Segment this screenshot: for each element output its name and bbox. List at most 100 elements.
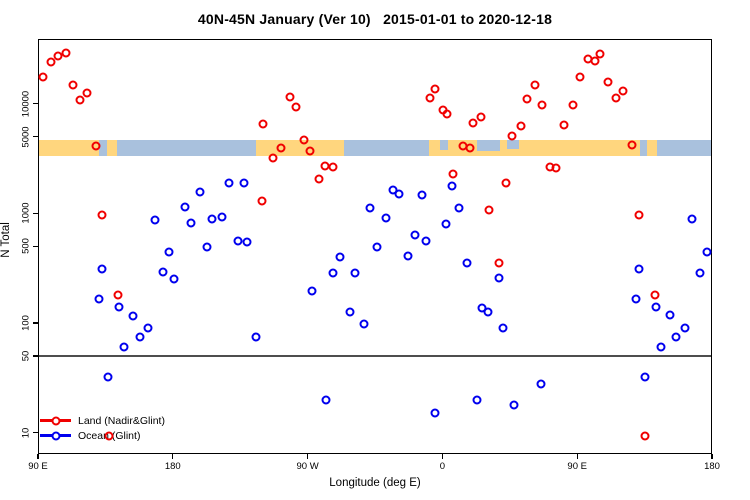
y-tick-label: 500: [20, 238, 32, 255]
y-tick: [33, 103, 38, 105]
band-land-segment: [107, 140, 117, 157]
data-point-ocean: [472, 395, 482, 405]
data-point-land: [53, 51, 63, 61]
data-point-land: [97, 210, 107, 220]
x-tick-label: 180: [704, 461, 720, 472]
data-point-ocean: [410, 230, 420, 240]
data-point-ocean: [680, 323, 690, 333]
data-point-land: [82, 88, 92, 98]
data-point-land: [258, 119, 268, 129]
band-inland-sea: [440, 140, 449, 150]
data-point-ocean: [656, 342, 666, 352]
data-point-ocean: [365, 203, 375, 213]
x-axis-title: Longitude (deg E): [329, 477, 421, 489]
data-point-land: [305, 146, 315, 156]
data-point-ocean: [119, 342, 129, 352]
data-point-ocean: [417, 190, 427, 200]
data-point-land: [113, 290, 123, 300]
data-point-ocean: [164, 247, 174, 257]
x-tick-label: 0: [439, 461, 446, 472]
data-point-ocean: [631, 294, 641, 304]
data-point-land: [299, 135, 309, 145]
chart-title: 40N-45N January (Ver 10) 2015-01-01 to 2…: [197, 11, 553, 27]
data-point-ocean: [114, 302, 124, 312]
data-point-ocean: [202, 242, 212, 252]
data-point-ocean: [702, 247, 712, 257]
data-point-ocean: [143, 323, 153, 333]
data-point-land: [320, 161, 330, 171]
data-point-ocean: [328, 268, 338, 278]
data-point-land: [430, 84, 440, 94]
data-point-ocean: [483, 307, 493, 317]
legend-line-ocean: [40, 431, 71, 440]
data-point-ocean: [239, 178, 249, 188]
data-point-ocean: [509, 400, 519, 410]
y-tick: [33, 136, 38, 138]
legend-item-land: Land (Nadir&Glint): [40, 413, 165, 428]
band-inland-sea: [507, 140, 520, 149]
legend: Land (Nadir&Glint) Ocean (Glint): [40, 413, 165, 443]
data-point-ocean: [345, 307, 355, 317]
data-point-land: [268, 153, 278, 163]
data-point-land: [627, 140, 637, 150]
data-point-land: [465, 143, 475, 153]
reference-line-50: [38, 355, 712, 357]
y-tick: [33, 322, 38, 324]
data-point-ocean: [251, 332, 261, 342]
x-tick-label: 180: [164, 461, 181, 472]
data-point-ocean: [307, 286, 317, 296]
data-point-land: [516, 121, 526, 131]
x-tick: [37, 454, 39, 459]
data-point-ocean: [135, 332, 145, 342]
data-point-land: [476, 112, 486, 122]
data-point-ocean: [381, 213, 391, 223]
data-point-ocean: [640, 372, 650, 382]
data-point-land: [75, 95, 85, 105]
legend-marker-ocean-icon: [51, 431, 60, 440]
band-land-segment: [647, 140, 658, 157]
data-point-land: [522, 94, 532, 104]
data-point-ocean: [195, 187, 205, 197]
data-point-ocean: [224, 178, 234, 188]
data-point-ocean: [217, 212, 227, 221]
legend-label-land: Land (Nadir&Glint): [78, 414, 165, 427]
data-point-ocean: [447, 181, 457, 191]
data-point-land: [551, 163, 561, 173]
data-point-land: [484, 205, 494, 215]
data-point-land: [276, 143, 286, 153]
data-point-land: [537, 100, 547, 110]
band-inland-sea: [476, 140, 501, 152]
data-point-ocean: [695, 268, 705, 278]
data-point-ocean: [359, 319, 369, 329]
data-point-land: [603, 77, 613, 87]
data-point-land: [291, 102, 301, 112]
data-point-ocean: [350, 268, 360, 278]
data-point-land: [46, 57, 56, 67]
data-point-ocean: [180, 202, 190, 212]
legend-item-ocean: Ocean (Glint): [40, 428, 165, 443]
data-point-land: [575, 72, 585, 82]
y-tick: [33, 432, 38, 434]
data-point-ocean: [158, 267, 168, 277]
data-point-ocean: [421, 236, 431, 246]
y-tick-label: 1000: [20, 202, 32, 224]
x-tick: [307, 454, 309, 459]
data-point-ocean: [671, 332, 681, 342]
data-point-land: [61, 48, 71, 58]
data-point-land: [257, 196, 267, 206]
data-point-land: [530, 80, 540, 90]
data-point-land: [328, 162, 338, 172]
data-point-land: [501, 178, 511, 188]
x-tick: [441, 454, 443, 459]
y-axis-title: N Total: [0, 222, 12, 258]
x-tick-label: 90 E: [567, 461, 587, 472]
y-tick: [33, 355, 38, 357]
data-point-ocean: [494, 273, 504, 283]
data-point-ocean: [233, 236, 243, 246]
x-tick: [172, 454, 174, 459]
data-point-ocean: [441, 219, 451, 229]
y-tick-label: 100: [20, 315, 32, 331]
data-point-ocean: [186, 218, 196, 228]
data-point-land: [568, 100, 578, 110]
